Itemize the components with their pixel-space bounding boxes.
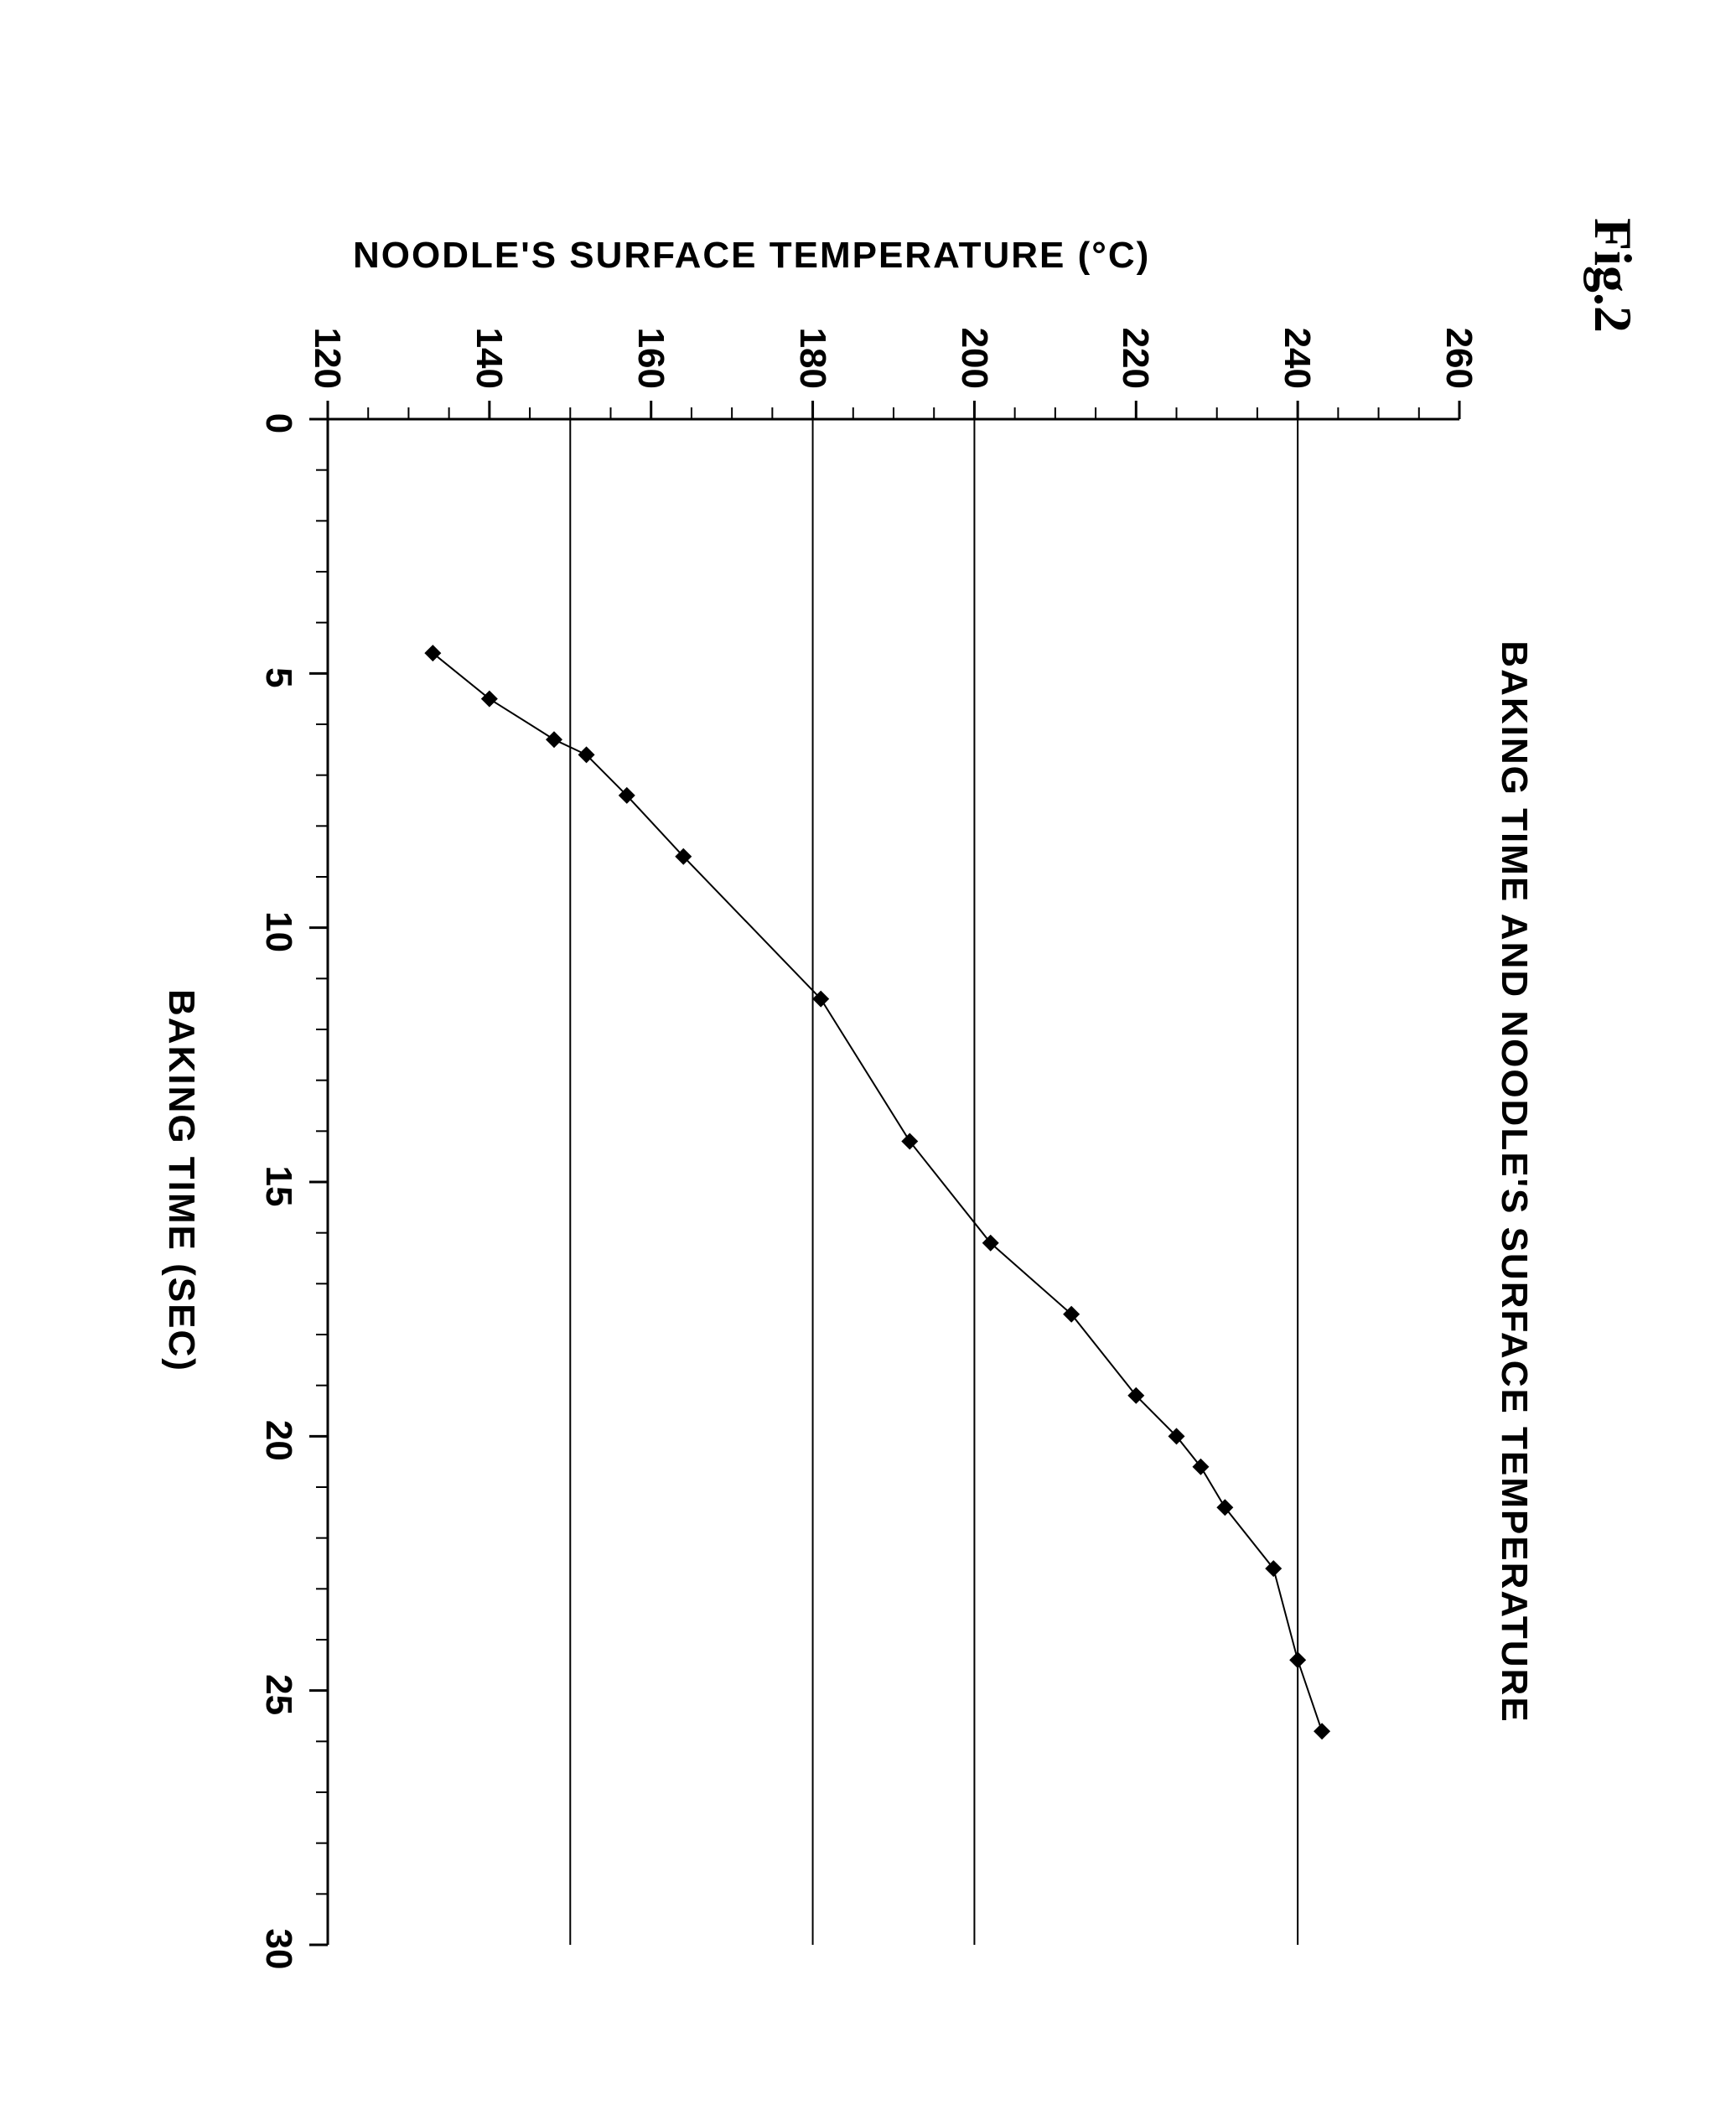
page: Fig.2 BAKING TIME AND NOODLE'S SURFACE T…: [0, 0, 1736, 2115]
y-tick-label: 200: [953, 328, 995, 389]
chart-title: BAKING TIME AND NOODLE'S SURFACE TEMPERA…: [1493, 419, 1535, 1945]
x-tick-label: 15: [257, 1157, 299, 1216]
y-tick-label: 180: [791, 328, 833, 389]
figure-label: Fig.2: [1582, 218, 1644, 333]
x-tick-label: 0: [257, 394, 299, 453]
rotated-container: Fig.2 BAKING TIME AND NOODLE'S SURFACE T…: [0, 0, 1736, 2115]
x-tick-label: 5: [257, 648, 299, 707]
x-tick-label: 10: [257, 903, 299, 962]
chart-plot: [244, 285, 1485, 2004]
x-tick-label: 30: [257, 1920, 299, 1978]
y-tick-label: 160: [630, 328, 671, 389]
y-tick-label: 140: [468, 328, 510, 389]
y-axis-label: NOODLE'S SURFACE TEMPERATURE (°C): [353, 235, 1526, 277]
y-tick-label: 260: [1438, 328, 1479, 389]
x-tick-label: 25: [257, 1666, 299, 1724]
y-tick-label: 220: [1115, 328, 1157, 389]
x-axis-label: BAKING TIME (SEC): [160, 989, 202, 1372]
y-tick-label: 240: [1276, 328, 1318, 389]
y-tick-label: 120: [306, 328, 348, 389]
x-tick-label: 20: [257, 1411, 299, 1470]
